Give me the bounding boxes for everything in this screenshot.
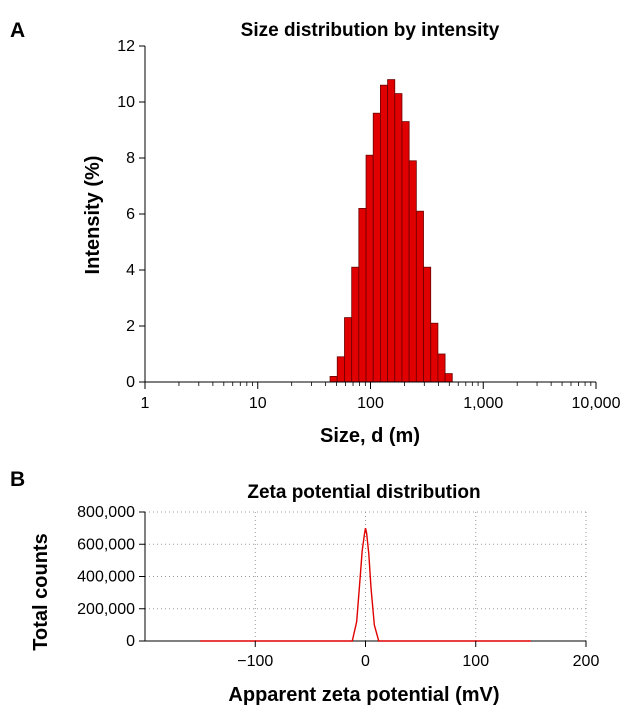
chart-a-x-tick-label: 100 (357, 395, 384, 412)
panel-a-label: A (10, 19, 25, 42)
panel-b-label: B (10, 468, 25, 491)
chart-a-bar (372, 112, 381, 383)
chart-a-x-tick-label: 10,000 (572, 395, 621, 412)
chart-a-bar (358, 207, 367, 383)
chart-a-bar (365, 154, 374, 383)
chart-a-x-tick-label: 1 (141, 395, 150, 412)
chart-b-x-tick-label: 100 (462, 653, 489, 670)
chart-b-x-tick-label: 200 (573, 653, 600, 670)
chart-a-bar (437, 353, 446, 383)
chart-a-y-tick-label: 2 (126, 318, 135, 335)
chart-b-x-tick-label: −100 (237, 653, 273, 670)
chart-a-bar (415, 210, 424, 383)
chart-a-title: Size distribution by intensity (241, 20, 500, 41)
chart-a-y-tick-label: 8 (126, 150, 135, 167)
chart-a-y-axis-label: Intensity (%) (82, 156, 104, 275)
chart-a-bar (423, 266, 432, 383)
chart-a-x-tick-label: 1,000 (463, 395, 503, 412)
chart-b-y-tick-label: 600,000 (77, 536, 135, 553)
chart-b-x-axis-label: Apparent zeta potential (mV) (228, 684, 499, 706)
chart-a-y-tick-label: 6 (126, 206, 135, 223)
chart-b-y-tick-label: 0 (126, 633, 135, 650)
chart-b-x-tick-label: 0 (361, 653, 370, 670)
chart-a-bar (351, 266, 360, 383)
chart-a-x-tick-label: 10 (249, 395, 267, 412)
chart-a-bar (394, 93, 403, 383)
chart-a-bar (379, 84, 389, 383)
chart-a-bar (401, 121, 410, 383)
chart-a-y-tick-label: 12 (117, 38, 135, 55)
chart-a-bar (387, 79, 396, 383)
chart-b-y-tick-label: 800,000 (77, 504, 135, 521)
chart-a-x-axis-label: Size, d (m) (320, 425, 420, 447)
chart-a-bar (344, 317, 353, 383)
chart-a-y-tick-label: 4 (126, 262, 135, 279)
chart-b-y-axis-label: Total counts (30, 533, 52, 650)
chart-a: 0 2 4 6 8 10 12 1 10 100 1,000 10,000 (117, 38, 620, 412)
chart-b: 0 200,000 400,000 600,000 800,000 −100 0 100 200 (77, 504, 599, 670)
chart-a-bar (336, 356, 345, 383)
chart-a-y-tick-label: 10 (117, 94, 135, 111)
chart-b-title: Zeta potential distribution (247, 482, 480, 503)
chart-a-y-tick-label: 0 (126, 374, 135, 391)
chart-b-y-tick-label: 400,000 (77, 569, 135, 586)
chart-a-bar (408, 160, 417, 383)
chart-a-bar (430, 322, 439, 383)
chart-a-bar (329, 375, 338, 383)
chart-b-series-line (200, 527, 531, 642)
chart-a-bar (444, 373, 453, 383)
chart-b-y-tick-label: 200,000 (77, 601, 135, 618)
